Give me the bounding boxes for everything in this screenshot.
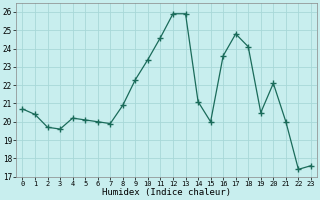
X-axis label: Humidex (Indice chaleur): Humidex (Indice chaleur) [102,188,231,197]
